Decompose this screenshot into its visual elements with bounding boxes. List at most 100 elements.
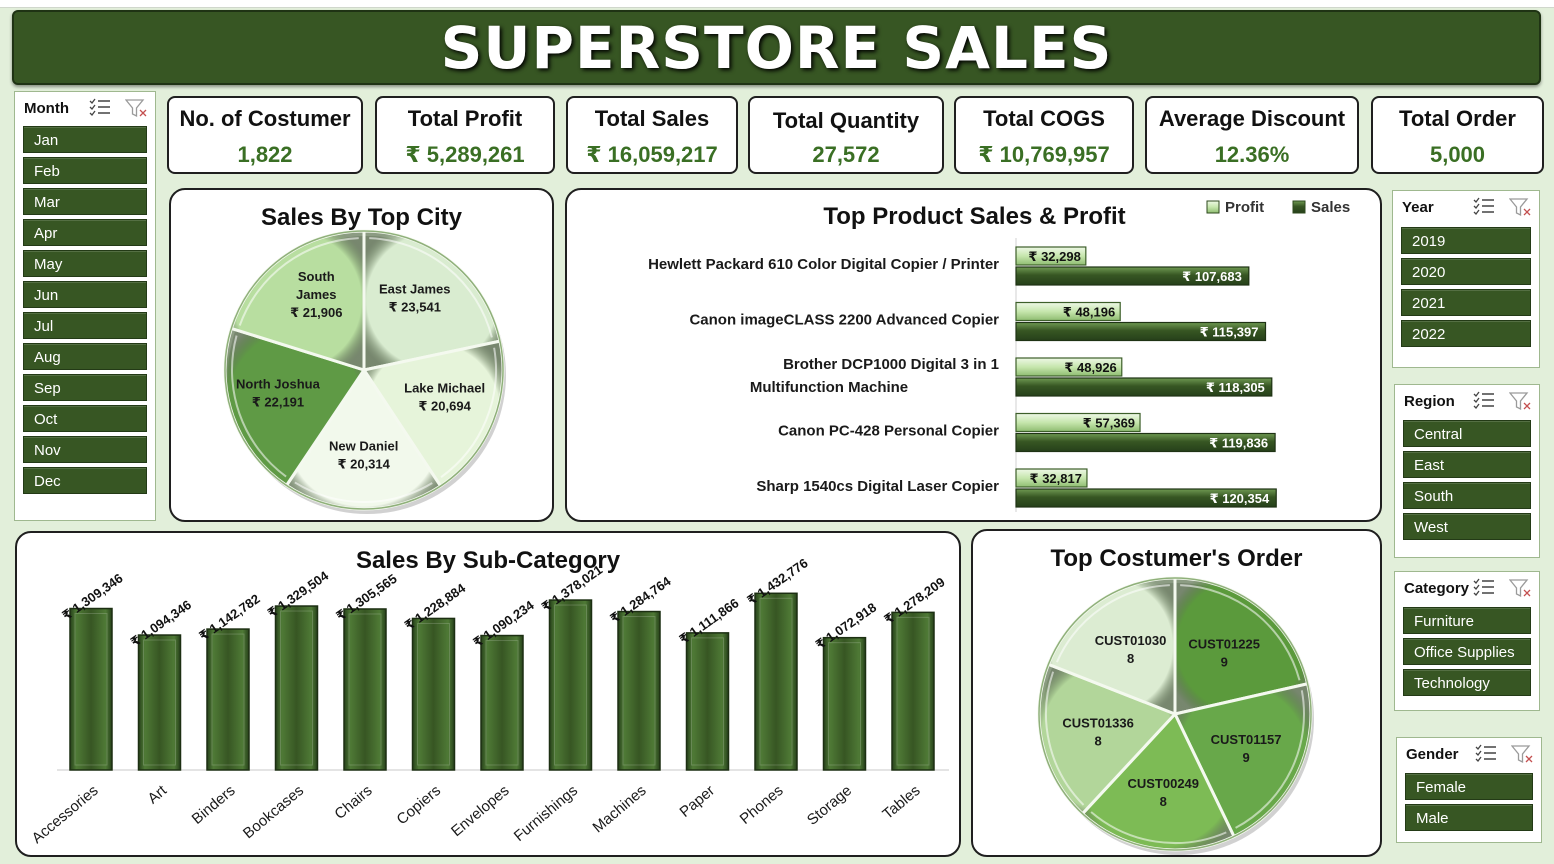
slicer-item-technology[interactable]: Technology [1403,669,1531,696]
sub-category-tick-label: Bookcases [240,782,307,842]
city-slice-bevel [294,481,433,503]
sub-category-bar-bevel [74,613,108,766]
sub-category-bar[interactable] [617,610,661,771]
sales-bar-label: ₹ 118,305 [1206,380,1265,395]
sub-category-bar[interactable] [891,611,935,771]
slicer-item-aug[interactable]: Aug [23,343,147,370]
sub-category-tick-label: Chairs [331,782,375,823]
sales-by-city-card: Sales By Top City East James ₹ 23,541 Lake… [169,188,554,522]
slicer-item-central[interactable]: Central [1403,420,1531,447]
sales-bar[interactable] [1015,488,1277,508]
kpi-label: Total Quantity [772,108,920,133]
product-category-label: Canon imageCLASS 2200 Advanced Copier [689,312,999,329]
city-slice-bevel [231,335,287,478]
top-product-card: Top Product Sales & Profit Profit Sales ₹ … [565,188,1382,522]
kpi-label: Total Order [1399,106,1516,131]
city-slice-bevel [238,237,359,326]
sub-category-bar[interactable] [480,634,524,771]
sub-category-bar-bevel [691,637,724,766]
slicer-item-south[interactable]: South [1403,482,1531,509]
sales-bar[interactable] [1015,321,1267,342]
slicer-title: Region [1404,393,1455,410]
kpi-label: Average Discount [1158,106,1346,131]
profit-bar[interactable] [1015,246,1087,266]
slicer-item-2019[interactable]: 2019 [1401,227,1531,254]
sub-category-tick-label: Storage [804,782,855,829]
city-slice-value: ₹ 22,191 [252,395,304,410]
sub-category-bar-bevel [280,610,313,766]
sales-bar[interactable] [1015,266,1250,286]
customer-slice-label: CUST01336 [1062,716,1134,731]
sub-category-bar[interactable] [274,605,319,771]
multi-select-icon[interactable] [1473,391,1495,411]
clear-filter-icon[interactable] [1511,744,1533,764]
slicer-item-female[interactable]: Female [1405,773,1533,800]
kpi-card-cogs: Total COGS ₹ 10,769,957 [954,96,1134,174]
city-slice-value: ₹ 23,541 [389,299,441,314]
sub-category-bar-bevel [828,642,861,766]
sub-category-bar[interactable] [822,636,867,771]
legend-swatch-profit [1206,200,1220,214]
slicer-item-west[interactable]: West [1403,513,1531,540]
sub-category-bar-bevel [485,640,519,766]
slicer-item-oct[interactable]: Oct [23,405,147,432]
sub-category-bar[interactable] [69,607,113,771]
kpi-value: 5,000 [1429,142,1486,167]
multi-select-icon[interactable] [1473,578,1495,598]
slicer-item-apr[interactable]: Apr [23,219,147,246]
top-customer-card: Top Costumer's Order CUST01225 9 CUST01157… [971,529,1382,857]
slicer-item-furniture[interactable]: Furniture [1403,607,1531,634]
region-slicer: Region Central East South West [1394,384,1540,558]
sales-bar[interactable] [1015,377,1273,397]
clear-filter-icon[interactable] [1509,578,1531,598]
multi-select-icon[interactable] [89,98,111,118]
slicer-item-2021[interactable]: 2021 [1401,289,1531,316]
profit-bar[interactable] [1015,357,1123,377]
sub-category-bar[interactable] [343,608,387,771]
slicer-item-office-supplies[interactable]: Office Supplies [1403,638,1531,665]
profit-bar[interactable] [1015,301,1121,322]
dashboard-header: SUPERSTORE SALES [12,10,1541,85]
slicer-item-2022[interactable]: 2022 [1401,320,1531,347]
slicer-item-2020[interactable]: 2020 [1401,258,1531,285]
sub-category-bar[interactable] [754,592,798,771]
kpi-label: Total COGS [983,106,1105,131]
cust-slice-bevel [1045,671,1085,806]
slicer-item-nov[interactable]: Nov [23,436,147,463]
sub-category-bar[interactable] [206,628,250,771]
profit-bar[interactable] [1015,412,1141,433]
sales-bar-label: ₹ 115,397 [1200,325,1259,340]
sub-category-tick-label: Phones [737,782,787,828]
sub-category-bar[interactable] [137,634,182,771]
slicer-item-male[interactable]: Male [1405,804,1533,831]
city-slice-bevel [440,347,497,478]
clear-filter-icon[interactable] [1509,391,1531,411]
slicer-item-sep[interactable]: Sep [23,374,147,401]
clear-filter-icon[interactable] [1509,197,1531,217]
chart-title: Top Costumer's Order [1050,545,1303,572]
profit-bar[interactable] [1015,468,1088,488]
multi-select-icon[interactable] [1473,197,1495,217]
slicer-item-jan[interactable]: Jan [23,126,147,153]
slicer-item-feb[interactable]: Feb [23,157,147,184]
slicer-item-jun[interactable]: Jun [23,281,147,308]
clear-filter-icon[interactable] [125,98,147,118]
slicer-item-mar[interactable]: Mar [23,188,147,215]
kpi-value: ₹ 16,059,217 [586,142,718,167]
sub-category-tick-label: Paper [676,782,718,821]
sub-category-bar-bevel [554,604,587,766]
slicer-item-dec[interactable]: Dec [23,467,147,494]
slicer-item-may[interactable]: May [23,250,147,277]
slicer-item-east[interactable]: East [1403,451,1531,478]
multi-select-icon[interactable] [1475,744,1497,764]
sales-bar[interactable] [1015,432,1276,453]
slicer-item-jul[interactable]: Jul [23,312,147,339]
legend-swatch-sales [1292,200,1306,214]
kpi-card-orders: Total Order 5,000 [1371,96,1544,174]
sub-category-tick-label: Binders [189,782,239,828]
sub-category-bar[interactable] [685,632,730,771]
sub-category-tick-label: Machines [589,782,649,836]
sub-category-bar[interactable] [548,599,593,771]
profit-bar-label: ₹ 57,369 [1083,416,1135,431]
sub-category-bar[interactable] [411,617,456,771]
